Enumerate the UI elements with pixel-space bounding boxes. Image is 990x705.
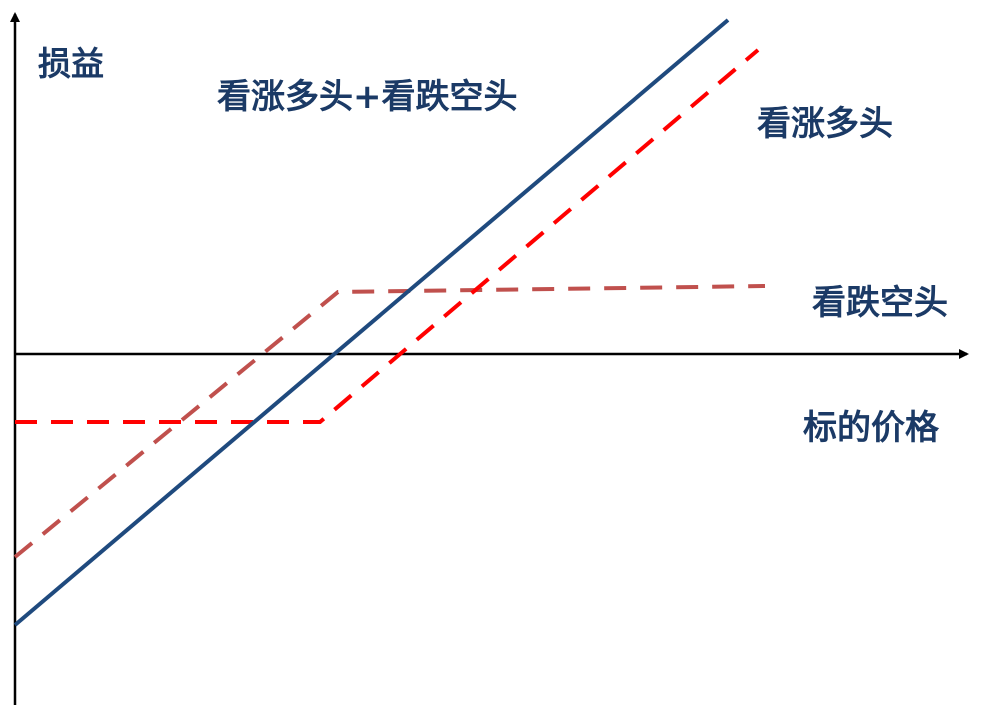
short-put-line — [13, 284, 766, 559]
long-call-label: 看涨多头 — [757, 104, 893, 144]
combined-line — [13, 18, 730, 627]
long-call-line — [15, 48, 760, 424]
y-axis-label: 损益 — [38, 44, 104, 83]
x-axis-label: 标的价格 — [803, 408, 940, 448]
short-put-label: 看跌空头 — [812, 283, 948, 323]
combined-label: 看涨多头+看跌空头 — [217, 77, 518, 117]
